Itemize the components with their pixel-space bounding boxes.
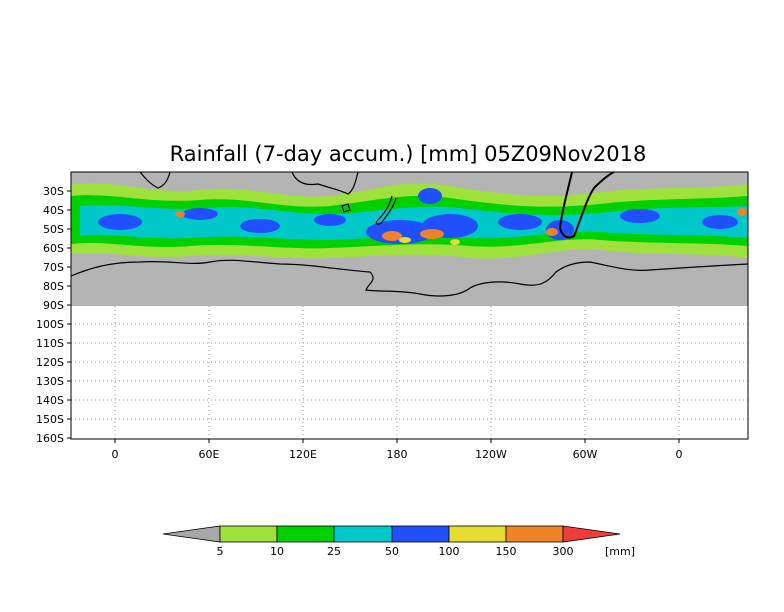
colorbar-bin (333, 525, 393, 543)
lat-label: 50S (43, 223, 64, 236)
lat-label: 100S (36, 318, 64, 331)
lon-label: 60W (573, 448, 598, 461)
colorbar-bin (391, 525, 450, 543)
new-zealand-coast (375, 195, 397, 225)
colorbar-bin (219, 525, 278, 543)
colorbar-label: 50 (385, 545, 399, 558)
colorbar-bin (505, 525, 564, 543)
lat-label: 130S (36, 375, 64, 388)
antarctica-coast (70, 259, 749, 297)
latitude-labels: 30S 40S 50S 60S 70S 80S 90S 100S 110S 12… (36, 185, 64, 445)
lon-label: 60E (199, 448, 220, 461)
lat-label: 110S (36, 337, 64, 350)
lon-label: 180 (387, 448, 408, 461)
map-panel (67, 171, 749, 443)
colorbar-label: 300 (553, 545, 574, 558)
colorbar-label: 25 (327, 545, 341, 558)
lat-label: 160S (36, 432, 64, 445)
lat-label: 90S (43, 299, 64, 312)
lat-label: 120S (36, 356, 64, 369)
colorbar-label: 100 (439, 545, 460, 558)
colorbar: 5 10 25 50 100 150 300 [mm] (162, 525, 635, 558)
map-title: Rainfall (7-day accum.) [mm] 05Z09Nov201… (170, 142, 647, 166)
lat-label: 70S (43, 261, 64, 274)
rain-cells-high (399, 237, 460, 245)
colorbar-bin (276, 525, 335, 543)
lat-tick-marks (67, 190, 71, 439)
lat-label: 140S (36, 394, 64, 407)
australia-coast (291, 171, 359, 195)
lat-label: 40S (43, 204, 64, 217)
rain-cells-extreme (175, 208, 747, 241)
colorbar-low-arrow (162, 525, 221, 543)
rain-cells-very-heavy (98, 188, 738, 244)
lat-label: 150S (36, 413, 64, 426)
lon-label: 0 (676, 448, 683, 461)
lon-label: 120E (289, 448, 317, 461)
africa-coast (139, 171, 171, 189)
colorbar-unit: [mm] (605, 545, 635, 558)
lon-label: 0 (112, 448, 119, 461)
colorbar-high-arrow (562, 525, 621, 543)
tasmania-coast (341, 203, 351, 213)
lat-label: 30S (43, 185, 64, 198)
coastlines (70, 171, 749, 297)
colorbar-label: 150 (496, 545, 517, 558)
lon-label: 120W (475, 448, 507, 461)
colorbar-bin (448, 525, 507, 543)
lat-label: 60S (43, 242, 64, 255)
colorbar-label: 5 (217, 545, 224, 558)
graticule (71, 306, 748, 439)
longitude-labels: 0 60E 120E 180 120W 60W 0 (112, 448, 683, 461)
south-america-coast (558, 171, 615, 239)
rainfall-field (71, 183, 748, 259)
lon-tick-marks (114, 439, 680, 443)
colorbar-label: 10 (270, 545, 284, 558)
lat-label: 80S (43, 280, 64, 293)
